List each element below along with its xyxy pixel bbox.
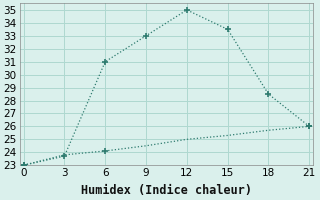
X-axis label: Humidex (Indice chaleur): Humidex (Indice chaleur) — [81, 184, 252, 197]
